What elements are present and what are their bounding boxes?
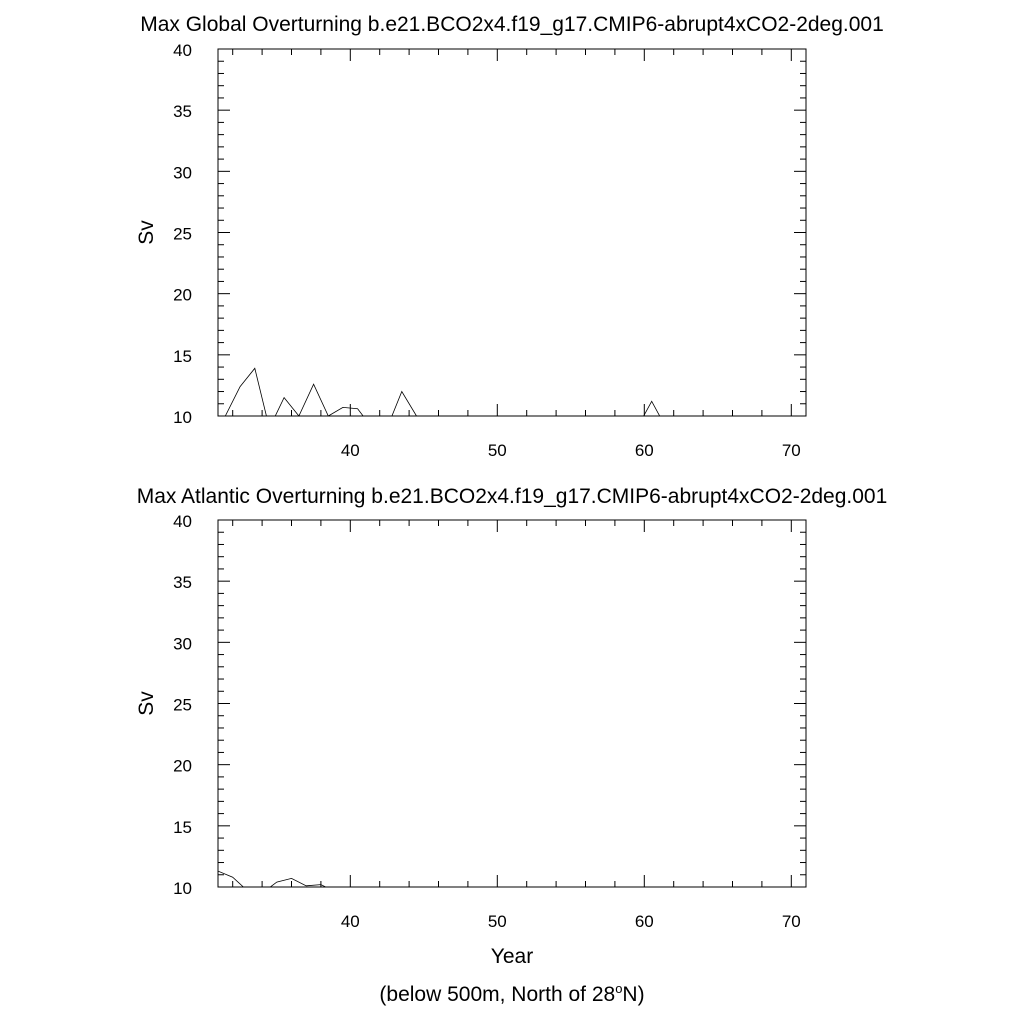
plot-frame <box>217 48 807 417</box>
x-tick-label: 60 <box>635 441 654 460</box>
series-line <box>218 870 327 887</box>
footnote-suffix: N) <box>622 983 645 1006</box>
y-axis-label: Sv <box>135 691 158 716</box>
footnote-prefix: (below 500m, North of 28 <box>379 983 616 1006</box>
y-tick-label: 35 <box>173 102 192 121</box>
plot-frame <box>217 519 807 888</box>
x-tick-label: 60 <box>635 912 654 931</box>
x-tick-label: 50 <box>488 912 507 931</box>
x-tick-label: 40 <box>341 441 360 460</box>
y-tick-label: 30 <box>173 163 192 182</box>
y-tick-label: 10 <box>173 408 192 427</box>
y-tick-label: 30 <box>173 634 192 653</box>
x-tick-label: 70 <box>782 912 801 931</box>
series-line <box>224 367 661 416</box>
y-tick-label: 40 <box>173 41 192 60</box>
y-tick-label: 40 <box>173 512 192 531</box>
x-tick-label: 50 <box>488 441 507 460</box>
chart-title: Max Atlantic Overturning b.e21.BCO2x4.f1… <box>137 485 888 508</box>
y-tick-label: 20 <box>173 286 192 305</box>
y-tick-label: 20 <box>173 757 192 776</box>
y-axis-label: Sv <box>135 220 158 245</box>
y-tick-label: 10 <box>173 879 192 898</box>
y-tick-label: 25 <box>173 696 192 715</box>
y-tick-label: 15 <box>173 347 192 366</box>
footnote-degree-mark: o <box>615 981 623 996</box>
chart-title: Max Global Overturning b.e21.BCO2x4.f19_… <box>140 13 884 36</box>
y-tick-label: 15 <box>173 818 192 837</box>
x-tick-label: 70 <box>782 441 801 460</box>
y-tick-label: 35 <box>173 573 192 592</box>
overturning-charts: Max Global Overturning b.e21.BCO2x4.f19_… <box>135 13 888 968</box>
footnote: (below 500m, North of 28oN) <box>0 981 1024 1007</box>
x-axis-label: Year <box>491 945 533 968</box>
y-tick-label: 25 <box>173 225 192 244</box>
x-tick-label: 40 <box>341 912 360 931</box>
